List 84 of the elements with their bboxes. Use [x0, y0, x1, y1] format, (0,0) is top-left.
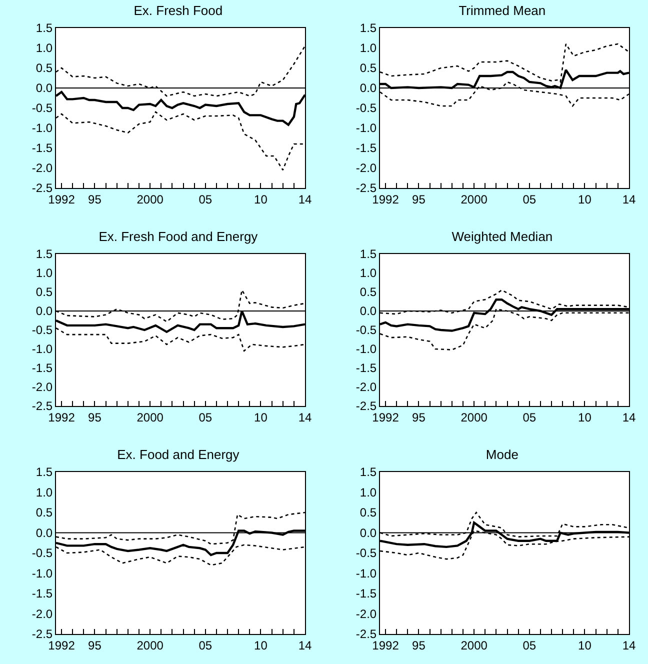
chart-title: Weighted Median — [452, 229, 553, 244]
x-tick-label: 10 — [578, 410, 592, 424]
y-tick-label: 0.0 — [36, 526, 53, 540]
chart-title: Ex. Fresh Food — [134, 3, 223, 18]
x-tick-label: 95 — [88, 192, 102, 206]
chart-title: Trimmed Mean — [458, 3, 546, 18]
x-tick-label: 05 — [198, 410, 212, 424]
y-tick-label: 1.5 — [360, 21, 377, 36]
x-tick-label: 10 — [578, 638, 592, 652]
y-tick-label: 1.5 — [360, 247, 377, 262]
y-tick-label: -2.0 — [356, 380, 377, 394]
x-tick-label: 05 — [522, 638, 536, 652]
y-tick-label: -1.5 — [356, 141, 377, 156]
y-tick-label: -0.5 — [356, 546, 377, 560]
y-tick-label: -1.0 — [356, 342, 377, 356]
chart-title: Ex. Food and Energy — [117, 447, 240, 462]
x-tick-label: 10 — [254, 638, 268, 652]
y-tick-label: -1.5 — [32, 141, 53, 156]
x-tick-label: 10 — [254, 192, 268, 206]
y-tick-label: -1.5 — [356, 586, 377, 601]
y-tick-label: -1.0 — [356, 121, 377, 136]
x-tick-label: 95 — [412, 410, 426, 424]
y-tick-label: -0.5 — [32, 101, 53, 116]
x-tick-label: 05 — [522, 410, 536, 424]
y-tick-label: 1.0 — [360, 266, 377, 280]
y-tick-label: -1.0 — [32, 566, 53, 580]
y-tick-label: -2.0 — [32, 161, 53, 176]
y-tick-label: 0.5 — [360, 285, 377, 300]
y-tick-label: -2.0 — [32, 380, 53, 394]
x-tick-label: 10 — [578, 192, 592, 206]
x-tick-label: 95 — [412, 192, 426, 206]
y-tick-label: -2.0 — [32, 606, 53, 621]
x-tick-label: 2000 — [460, 410, 488, 424]
x-tick-label: 2000 — [136, 192, 164, 206]
x-tick-label: 14 — [622, 192, 636, 206]
y-tick-label: -1.0 — [32, 121, 53, 136]
y-tick-label: 0.5 — [36, 285, 53, 300]
y-tick-label: -0.5 — [32, 546, 53, 560]
x-tick-label: 14 — [622, 410, 636, 424]
x-tick-label: 14 — [298, 410, 312, 424]
y-tick-label: 1.0 — [360, 41, 377, 56]
y-tick-label: 1.0 — [360, 485, 377, 500]
y-tick-label: 0.0 — [36, 81, 53, 96]
x-tick-label: 2000 — [460, 192, 488, 206]
y-tick-label: 1.0 — [36, 485, 53, 500]
y-tick-label: 0.0 — [36, 304, 53, 318]
x-tick-label: 95 — [88, 410, 102, 424]
y-tick-label: 1.0 — [36, 266, 53, 280]
y-tick-label: -1.5 — [356, 361, 377, 376]
y-tick-label: 0.0 — [360, 304, 377, 318]
x-tick-label: 05 — [198, 638, 212, 652]
y-tick-label: -0.5 — [356, 323, 377, 338]
y-tick-label: 1.5 — [360, 465, 377, 480]
x-tick-label: 95 — [412, 638, 426, 652]
y-tick-label: 0.5 — [360, 61, 377, 76]
chart-title: Ex. Fresh Food and Energy — [98, 229, 258, 244]
y-tick-label: 0.0 — [360, 526, 377, 540]
x-tick-label: 14 — [622, 638, 636, 652]
x-tick-label: 2000 — [136, 410, 164, 424]
y-tick-label: -1.5 — [32, 586, 53, 601]
x-tick-label: 95 — [88, 638, 102, 652]
y-tick-label: 1.0 — [36, 41, 53, 56]
y-tick-label: -1.0 — [32, 342, 53, 356]
x-tick-label: 14 — [298, 192, 312, 206]
y-tick-label: -2.0 — [356, 606, 377, 621]
chart-title: Mode — [486, 447, 518, 462]
y-tick-label: 0.5 — [36, 61, 53, 76]
x-tick-label: 2000 — [460, 638, 488, 652]
x-tick-label: 05 — [522, 192, 536, 206]
y-tick-label: -1.0 — [356, 566, 377, 580]
x-tick-label: 05 — [198, 192, 212, 206]
y-tick-label: -0.5 — [32, 323, 53, 338]
y-tick-label: 1.5 — [36, 21, 53, 36]
y-tick-label: 0.0 — [360, 81, 377, 96]
y-tick-label: 1.5 — [36, 465, 53, 480]
y-tick-label: 0.5 — [36, 506, 53, 520]
x-tick-label: 2000 — [136, 638, 164, 652]
x-tick-label: 10 — [254, 410, 268, 424]
y-tick-label: -2.0 — [356, 161, 377, 176]
y-tick-label: 0.5 — [360, 506, 377, 520]
y-tick-label: 1.5 — [36, 247, 53, 262]
x-tick-label: 14 — [298, 638, 312, 652]
y-tick-label: -0.5 — [356, 101, 377, 116]
y-tick-label: -1.5 — [32, 361, 53, 376]
